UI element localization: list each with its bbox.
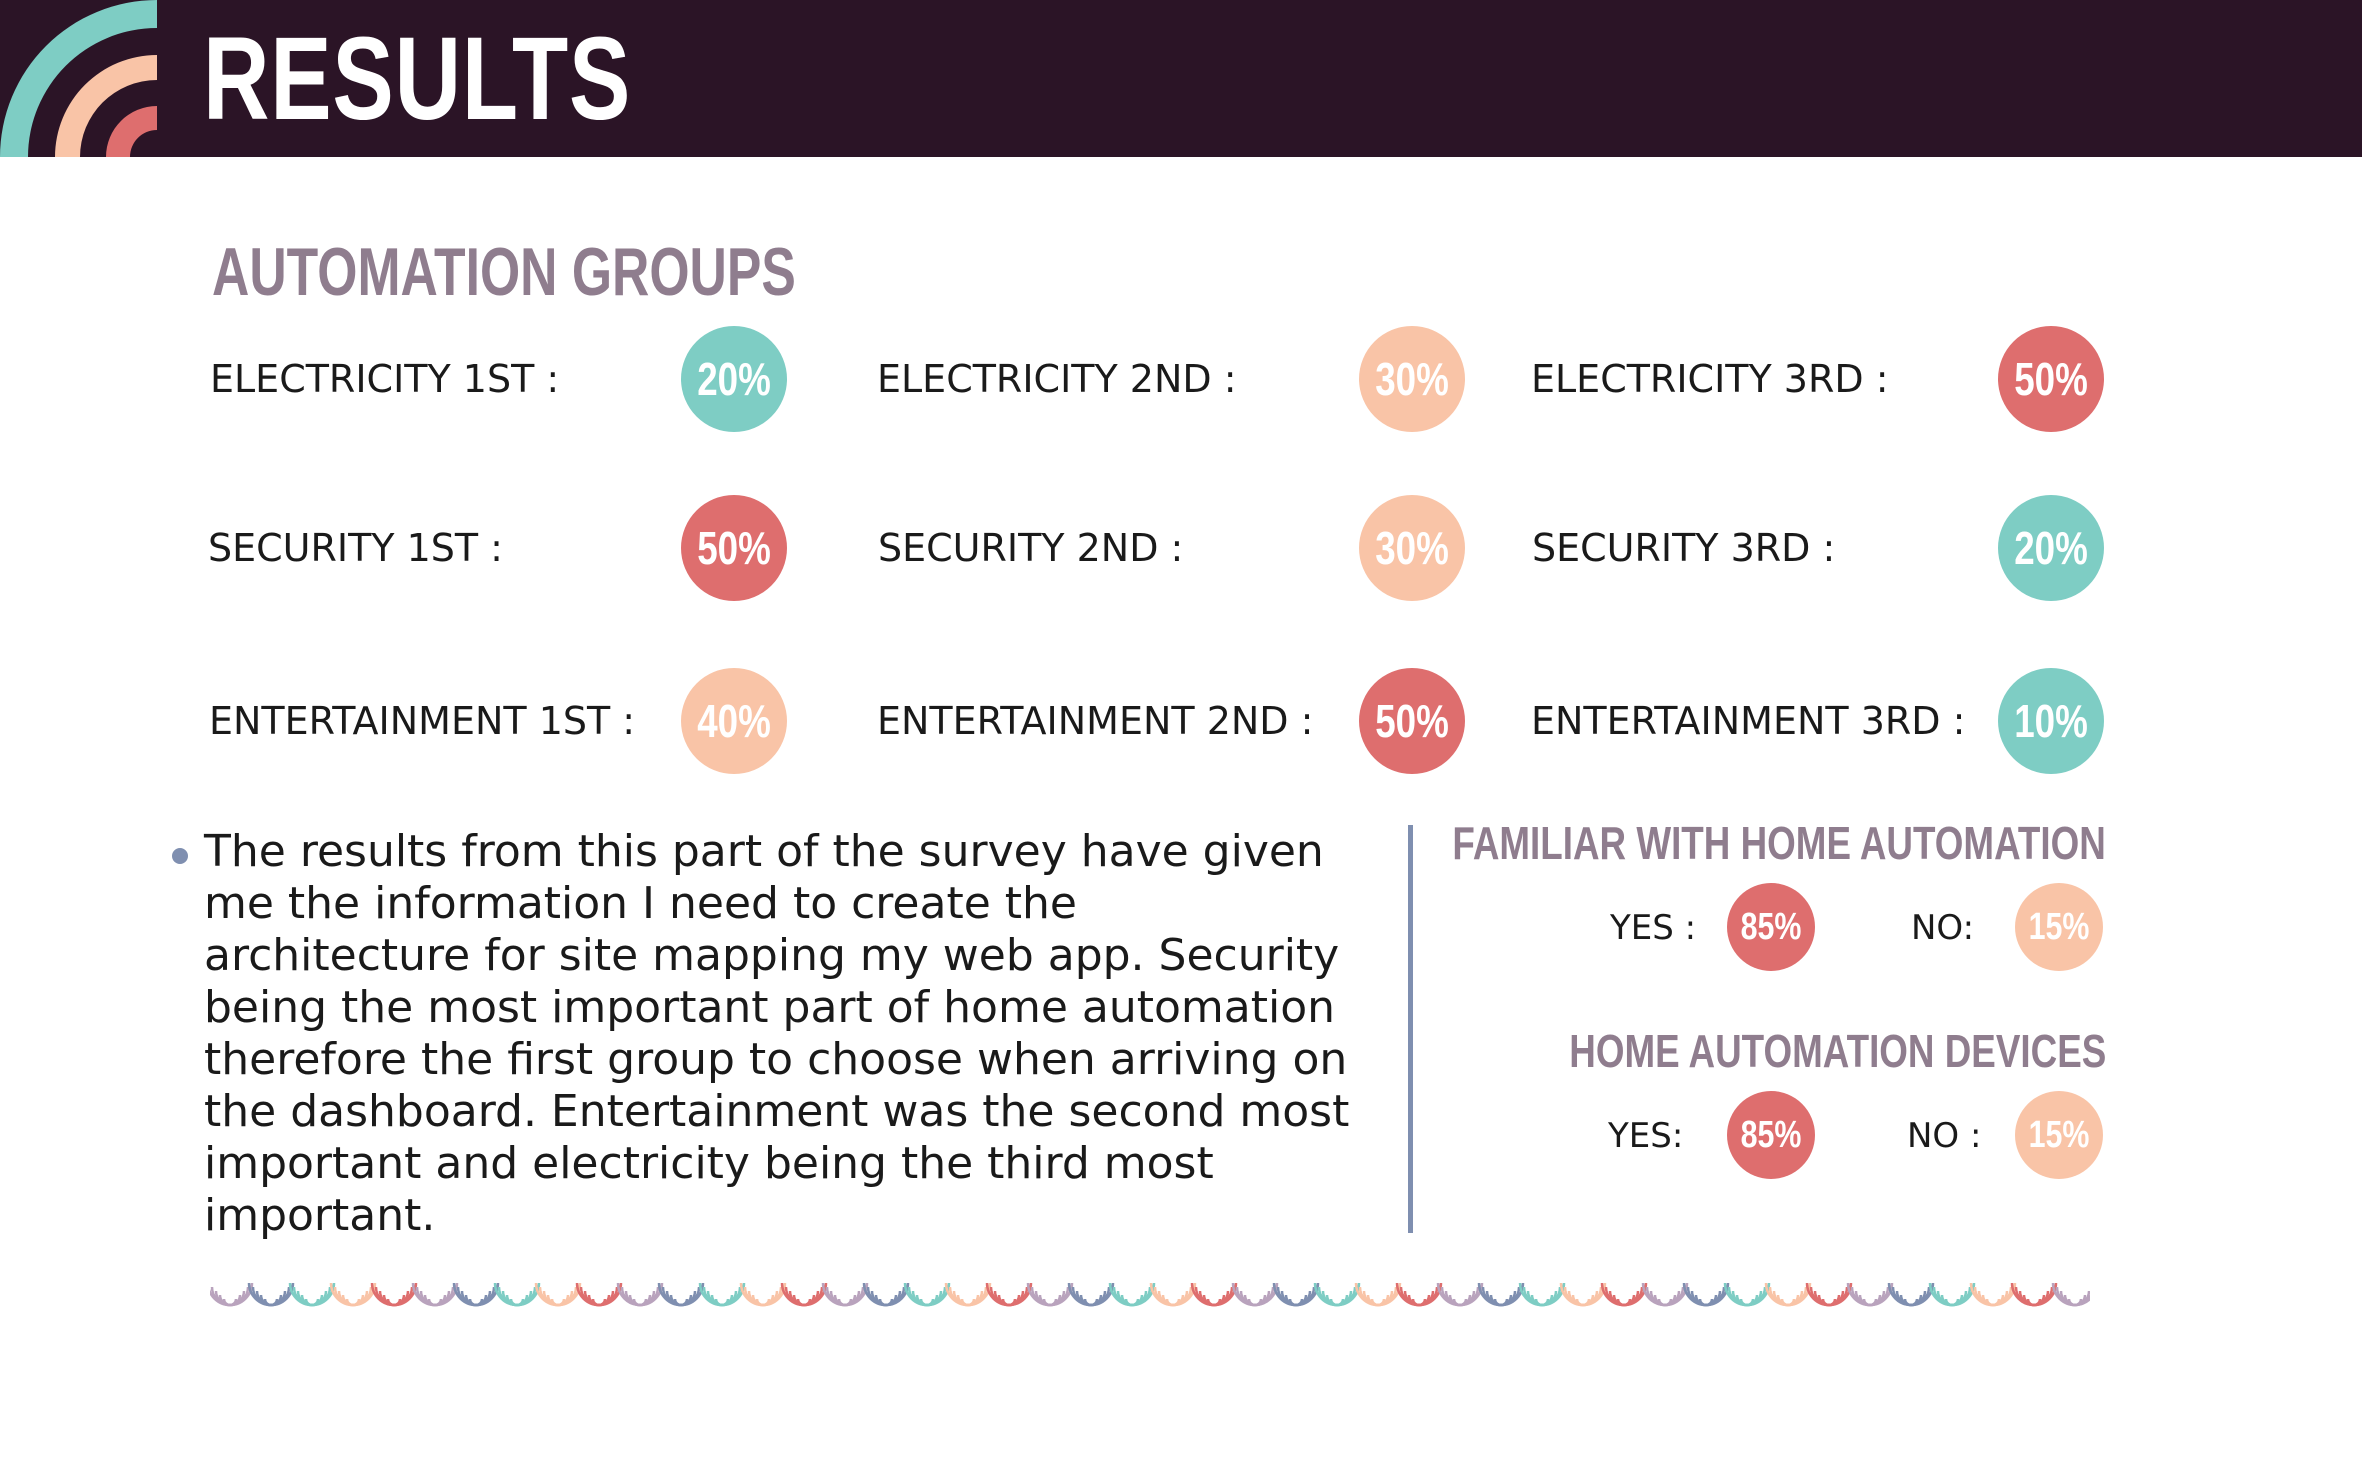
badge-entertainment-2nd: 50%: [1359, 668, 1465, 774]
badge-entertainment-3rd: 10%: [1998, 668, 2104, 774]
scallop-motif: [329, 1282, 377, 1307]
scallop-motif: [1887, 1282, 1935, 1307]
scallop-border-decoration: [210, 1282, 2090, 1307]
scallop-motif: [210, 1282, 254, 1307]
scallop-motif: [780, 1282, 828, 1307]
scallop-motif: [1272, 1282, 1320, 1307]
label-electricity-1st: ELECTRICITY 1ST :: [210, 357, 560, 401]
scallop-motif: [452, 1282, 500, 1307]
scallop-motif: [1354, 1282, 1402, 1307]
scallop-motif: [288, 1282, 336, 1307]
rainbow-arc-logo: [0, 0, 157, 157]
scallop-motif: [1846, 1282, 1894, 1307]
label-security-1st: SECURITY 1ST :: [208, 526, 503, 570]
scallop-motif: [1190, 1282, 1238, 1307]
bullet-icon: [172, 848, 188, 864]
scallop-motif: [739, 1282, 787, 1307]
badge-security-1st: 50%: [681, 495, 787, 601]
scallop-motif: [1805, 1282, 1853, 1307]
header-bar: RESULTS: [0, 0, 2362, 157]
scallop-motif: [2010, 1282, 2058, 1307]
badge-devices-yes: 85%: [1727, 1091, 1815, 1179]
badge-familiar-yes: 85%: [1727, 883, 1815, 971]
scallop-motif: [247, 1282, 295, 1307]
subtitle-familiar: FAMILIAR WITH HOME AUTOMATION: [1452, 817, 2106, 869]
scallop-motif: [1682, 1282, 1730, 1307]
scallop-motif: [1149, 1282, 1197, 1307]
badge-electricity-1st: 20%: [681, 326, 787, 432]
scallop-motif: [575, 1282, 623, 1307]
badge-devices-no: 15%: [2015, 1091, 2103, 1179]
badge-security-2nd: 30%: [1359, 495, 1465, 601]
scallop-motif: [1969, 1282, 2017, 1307]
label-security-2nd: SECURITY 2ND :: [878, 526, 1184, 570]
label-familiar-yes: YES :: [1610, 908, 1697, 948]
scallop-motif: [1723, 1282, 1771, 1307]
scallop-motif: [903, 1282, 951, 1307]
scallop-motif: [1108, 1282, 1156, 1307]
badge-security-3rd: 20%: [1998, 495, 2104, 601]
badge-electricity-3rd: 50%: [1998, 326, 2104, 432]
summary-paragraph: The results from this part of the survey…: [204, 826, 1350, 1241]
scallop-motif: [534, 1282, 582, 1307]
section-title-automation-groups: AUTOMATION GROUPS: [212, 234, 796, 310]
scallop-motif: [493, 1282, 541, 1307]
page-title: RESULTS: [203, 13, 632, 145]
subtitle-devices: HOME AUTOMATION DEVICES: [1568, 1025, 2106, 1077]
label-familiar-no: NO:: [1911, 908, 1975, 948]
scallop-motif: [985, 1282, 1033, 1307]
label-entertainment-1st: ENTERTAINMENT 1ST :: [209, 699, 636, 743]
scallop-motif: [862, 1282, 910, 1307]
scallop-motif: [944, 1282, 992, 1307]
scallop-motif: [370, 1282, 418, 1307]
badge-electricity-2nd: 30%: [1359, 326, 1465, 432]
label-devices-no: NO :: [1907, 1116, 1982, 1156]
scallop-motif: [1928, 1282, 1976, 1307]
scallop-motif: [1559, 1282, 1607, 1307]
label-electricity-3rd: ELECTRICITY 3RD :: [1531, 357, 1889, 401]
label-electricity-2nd: ELECTRICITY 2ND :: [877, 357, 1237, 401]
scallop-motif: [2051, 1282, 2090, 1307]
scallop-motif: [1026, 1282, 1074, 1307]
badge-familiar-no: 15%: [2015, 883, 2103, 971]
scallop-motif: [1313, 1282, 1361, 1307]
badge-entertainment-1st: 40%: [681, 668, 787, 774]
label-devices-yes: YES:: [1608, 1116, 1684, 1156]
scallop-motif: [698, 1282, 746, 1307]
vertical-divider: [1408, 825, 1413, 1233]
scallop-motif: [411, 1282, 459, 1307]
scallop-motif: [1600, 1282, 1648, 1307]
label-entertainment-3rd: ENTERTAINMENT 3RD :: [1531, 699, 1966, 743]
scallop-motif: [657, 1282, 705, 1307]
scallop-motif: [1477, 1282, 1525, 1307]
scallop-motif: [1764, 1282, 1812, 1307]
label-security-3rd: SECURITY 3RD :: [1532, 526, 1836, 570]
scallop-motif: [1067, 1282, 1115, 1307]
scallop-motif: [1518, 1282, 1566, 1307]
scallop-motif: [1641, 1282, 1689, 1307]
scallop-motif: [1231, 1282, 1279, 1307]
scallop-motif: [616, 1282, 664, 1307]
scallop-motif: [1395, 1282, 1443, 1307]
label-entertainment-2nd: ENTERTAINMENT 2ND :: [877, 699, 1314, 743]
scallop-motif: [1436, 1282, 1484, 1307]
scallop-motif: [821, 1282, 869, 1307]
